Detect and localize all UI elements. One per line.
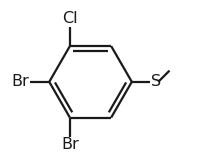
- Text: Br: Br: [12, 74, 30, 89]
- Text: Cl: Cl: [62, 11, 78, 26]
- Text: S: S: [151, 74, 161, 89]
- Text: Br: Br: [61, 137, 79, 152]
